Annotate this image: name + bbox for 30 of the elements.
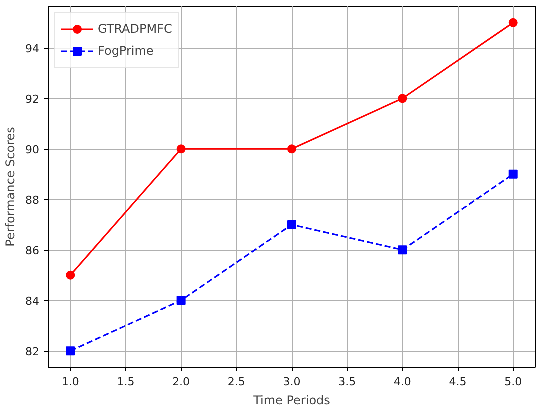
x-tick-label: 1.0 <box>62 376 80 388</box>
y-tick-label: 92 <box>26 93 40 106</box>
x-tick-label: 5.0 <box>504 376 522 388</box>
legend-label: FogPrime <box>98 44 154 58</box>
x-tick-label: 1.5 <box>117 376 135 388</box>
y-tick-label: 94 <box>26 42 40 56</box>
y-tick-label: 90 <box>26 144 40 157</box>
point <box>398 94 408 104</box>
x-tick-label: 4.5 <box>449 376 467 388</box>
y-axis-title: Performance Scores <box>4 127 18 247</box>
y-tick-label: 88 <box>26 194 40 208</box>
point <box>508 18 518 28</box>
x-tick-label: 2.5 <box>228 376 246 388</box>
y-tick-label: 84 <box>26 295 40 308</box>
point <box>288 144 296 154</box>
point <box>176 144 186 154</box>
point <box>176 296 186 306</box>
point <box>288 220 296 230</box>
x-tick-label: 4.0 <box>394 376 412 388</box>
point <box>508 170 518 179</box>
x-tick-label: 3.0 <box>283 376 301 388</box>
x-tick-label: 2.0 <box>172 376 190 388</box>
point <box>66 346 76 356</box>
x-tick-label: 3.5 <box>338 376 356 388</box>
point <box>66 270 76 280</box>
y-tick-label: 82 <box>26 346 40 359</box>
point <box>398 246 408 255</box>
legend-label: GTRADPMFC <box>98 22 172 36</box>
x-axis-title: Time Periods <box>252 394 330 408</box>
y-tick-label: 86 <box>26 244 40 258</box>
